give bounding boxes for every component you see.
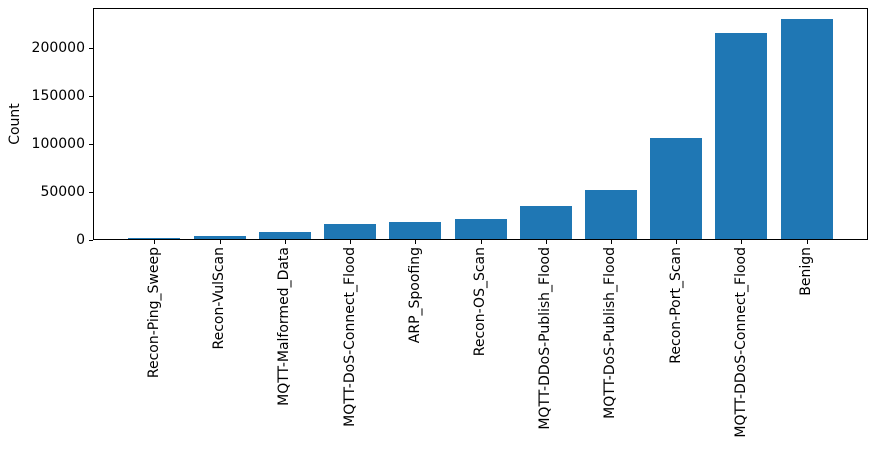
x-tick-mark <box>676 240 677 244</box>
bar-mqtt-dos-publish-flood <box>585 190 637 240</box>
bar-mqtt-dos-connect-flood <box>324 224 376 240</box>
y-tick-mark <box>89 240 93 241</box>
bar-arp-spoofing <box>389 222 441 240</box>
x-tick-mark <box>285 240 286 244</box>
y-tick-label: 50000 <box>40 184 85 200</box>
y-tick-mark <box>89 48 93 49</box>
x-tick-mark <box>415 240 416 244</box>
x-tick-label: Benign <box>798 247 814 296</box>
x-tick-mark <box>807 240 808 244</box>
x-tick-label: MQTT-DDoS-Publish_Flood <box>537 247 553 430</box>
y-tick-label: 100000 <box>31 136 85 152</box>
x-tick-mark <box>220 240 221 244</box>
bar-mqtt-malformed-data <box>259 232 311 240</box>
y-tick-mark <box>89 192 93 193</box>
x-tick-mark <box>741 240 742 244</box>
bar-recon-vulscan <box>194 236 246 240</box>
x-tick-label: MQTT-DoS-Connect_Flood <box>342 247 358 427</box>
x-tick-label: MQTT-DoS-Publish_Flood <box>602 247 618 419</box>
x-tick-label: Recon-Ping_Sweep <box>146 247 162 379</box>
y-tick-mark <box>89 144 93 145</box>
x-tick-mark <box>481 240 482 244</box>
x-tick-mark <box>350 240 351 244</box>
y-tick-label: 150000 <box>31 88 85 104</box>
bar-benign <box>781 19 833 240</box>
bar-recon-os-scan <box>455 219 507 240</box>
x-tick-mark <box>611 240 612 244</box>
x-tick-mark <box>154 240 155 244</box>
y-tick-label: 200000 <box>31 40 85 56</box>
bar-mqtt-ddos-publish-flood <box>520 206 572 240</box>
y-tick-label: 0 <box>76 232 85 248</box>
x-tick-label: MQTT-DDoS-Connect_Flood <box>733 247 749 438</box>
x-tick-mark <box>546 240 547 244</box>
y-tick-mark <box>89 96 93 97</box>
x-tick-label: Recon-Port_Scan <box>668 247 684 364</box>
x-tick-label: Recon-VulScan <box>211 247 227 350</box>
x-tick-label: MQTT-Malformed_Data <box>276 247 292 406</box>
bar-recon-port-scan <box>650 138 702 240</box>
x-tick-label: ARP_Spoofing <box>407 247 423 344</box>
bar-mqtt-ddos-connect-flood <box>715 33 767 240</box>
x-tick-label: Recon-OS_Scan <box>472 247 488 357</box>
